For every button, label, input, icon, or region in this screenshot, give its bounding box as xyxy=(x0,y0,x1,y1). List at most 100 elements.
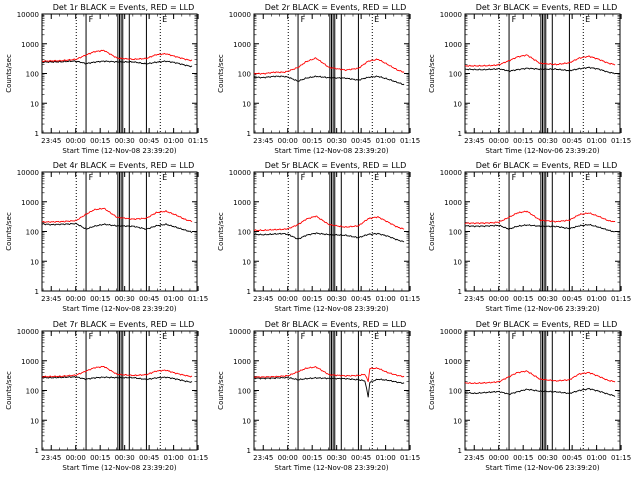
y-axis-label: Counts/sec xyxy=(428,54,436,93)
x-tick-label: 01:00 xyxy=(376,454,396,462)
y-axis-label: Counts/sec xyxy=(217,54,225,93)
flag-label-f: F xyxy=(89,173,94,182)
x-tick-label: 01:15 xyxy=(400,295,420,303)
flag-label-e: E xyxy=(162,332,167,341)
y-tick-label: 1 xyxy=(458,288,462,296)
panel-title: Det 9r BLACK = Events, RED = LLD xyxy=(476,320,618,329)
x-axis-label: Start Time (12-Nov-08 23:39:20) xyxy=(62,464,176,472)
x-tick-label: 00:30 xyxy=(115,295,135,303)
panel-det-5r: Det 5r BLACK = Events, RED = LLD 1 10 100 10… xyxy=(217,161,420,313)
x-tick-label: 00:30 xyxy=(115,137,135,145)
x-tick-label: 23:45 xyxy=(253,137,273,145)
x-axis-label: Start Time (12-Nov-08 23:39:20) xyxy=(274,464,388,472)
y-tick-label: 100 xyxy=(449,71,462,79)
flag-label-f: F xyxy=(89,332,94,341)
panel-title: Det 5r BLACK = Events, RED = LLD xyxy=(265,161,407,170)
y-tick-label: 1000 xyxy=(444,199,462,207)
x-tick-label: 00:00 xyxy=(489,454,509,462)
x-tick-label: 23:45 xyxy=(464,454,484,462)
y-tick-label: 10000 xyxy=(229,328,251,336)
x-tick-label: 00:45 xyxy=(351,137,371,145)
y-tick-label: 1 xyxy=(35,288,39,296)
y-tick-label: 10 xyxy=(242,258,251,266)
x-tick-label: 00:30 xyxy=(538,137,558,145)
x-tick-label: 01:00 xyxy=(587,295,607,303)
x-tick-label: 00:00 xyxy=(278,454,298,462)
y-tick-label: 10 xyxy=(30,258,39,266)
x-tick-label: 00:15 xyxy=(513,295,533,303)
x-tick-label: 00:00 xyxy=(278,137,298,145)
y-axis-label: Counts/sec xyxy=(217,371,225,410)
x-tick-label: 00:45 xyxy=(562,295,582,303)
y-tick-label: 1 xyxy=(247,130,251,138)
series-events-line xyxy=(253,232,405,243)
flag-label-e: E xyxy=(585,332,590,341)
x-tick-label: 23:45 xyxy=(464,137,484,145)
flag-label-e: E xyxy=(162,15,167,24)
series-lld-line xyxy=(253,365,405,382)
x-tick-label: 01:00 xyxy=(376,295,396,303)
panel-det-7r: Det 7r BLACK = Events, RED = LLD 1 10 100 10… xyxy=(5,320,208,472)
y-tick-label: 100 xyxy=(26,388,39,396)
y-tick-label: 10000 xyxy=(17,328,39,336)
x-tick-label: 00:45 xyxy=(139,137,159,145)
y-tick-label: 10000 xyxy=(440,169,462,177)
x-tick-label: 00:30 xyxy=(327,454,347,462)
x-axis-label: Start Time (12-Nov-06 23:39:20) xyxy=(485,464,599,472)
series-lld-line xyxy=(464,54,616,67)
y-tick-label: 100 xyxy=(26,229,39,237)
y-tick-label: 1 xyxy=(247,447,251,455)
x-tick-label: 00:30 xyxy=(327,295,347,303)
panel-det-2r: Det 2r BLACK = Events, RED = LLD 1 10 100 10… xyxy=(217,3,420,155)
x-tick-label: 01:15 xyxy=(188,454,208,462)
x-tick-label: 01:15 xyxy=(611,295,631,303)
y-tick-label: 1000 xyxy=(21,41,39,49)
flag-label-e: E xyxy=(374,173,379,182)
flag-label-e: E xyxy=(374,332,379,341)
series-lld-line xyxy=(253,57,405,75)
y-tick-label: 10000 xyxy=(440,328,462,336)
y-tick-label: 1000 xyxy=(233,199,251,207)
x-tick-label: 01:15 xyxy=(400,454,420,462)
panel-title: Det 4r BLACK = Events, RED = LLD xyxy=(53,161,195,170)
panel-det-8r: Det 8r BLACK = Events, RED = LLD 1 10 100 10… xyxy=(217,320,420,472)
y-tick-label: 1000 xyxy=(444,358,462,366)
x-tick-label: 00:00 xyxy=(66,454,86,462)
y-axis-label: Counts/sec xyxy=(428,371,436,410)
x-tick-label: 00:45 xyxy=(351,295,371,303)
x-tick-label: 23:45 xyxy=(253,295,273,303)
series-events-line xyxy=(464,387,616,397)
series-lld-line xyxy=(464,210,616,225)
y-tick-label: 100 xyxy=(238,71,251,79)
x-tick-label: 00:45 xyxy=(562,137,582,145)
y-tick-label: 100 xyxy=(26,71,39,79)
panel-title: Det 1r BLACK = Events, RED = LLD xyxy=(53,3,195,12)
flag-label-f: F xyxy=(301,332,306,341)
x-tick-label: 01:00 xyxy=(164,137,184,145)
x-tick-label: 00:00 xyxy=(66,137,86,145)
x-tick-label: 00:15 xyxy=(513,454,533,462)
x-tick-label: 23:45 xyxy=(41,454,61,462)
y-tick-label: 1 xyxy=(247,288,251,296)
x-tick-label: 23:45 xyxy=(41,295,61,303)
panel-det-6r: Det 6r BLACK = Events, RED = LLD 1 10 100 10… xyxy=(428,161,631,313)
y-tick-label: 10 xyxy=(453,417,462,425)
y-tick-label: 10000 xyxy=(17,169,39,177)
x-tick-label: 23:45 xyxy=(41,137,61,145)
y-tick-label: 1000 xyxy=(21,358,39,366)
x-tick-label: 00:30 xyxy=(538,454,558,462)
series-events-line xyxy=(464,223,616,233)
x-tick-label: 00:00 xyxy=(278,295,298,303)
x-tick-label: 00:00 xyxy=(66,295,86,303)
y-tick-label: 1 xyxy=(458,447,462,455)
x-tick-label: 23:45 xyxy=(253,454,273,462)
flag-label-f: F xyxy=(301,15,306,24)
y-axis-label: Counts/sec xyxy=(428,212,436,251)
series-lld-line xyxy=(41,207,193,224)
x-tick-label: 00:45 xyxy=(139,295,159,303)
series-events-line xyxy=(41,222,193,233)
x-axis-label: Start Time (12-Nov-08 23:39:20) xyxy=(62,147,176,155)
x-tick-label: 00:15 xyxy=(302,295,322,303)
x-tick-label: 00:15 xyxy=(90,454,110,462)
